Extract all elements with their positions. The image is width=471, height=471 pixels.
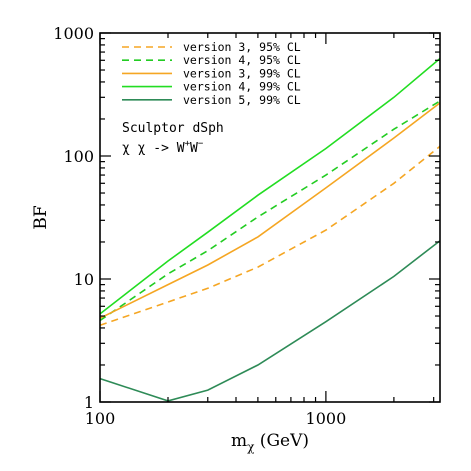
ticks bbox=[99, 32, 440, 403]
x-axis-label-main: m bbox=[231, 431, 247, 451]
series-line-2 bbox=[99, 100, 441, 322]
y-tick-label-2: 10 bbox=[74, 270, 94, 289]
y-tick-label-1: 1 bbox=[84, 393, 94, 412]
legend-entry-2: version 4, 95% CL bbox=[183, 53, 301, 67]
series-line-3 bbox=[99, 102, 441, 319]
annotation-channel-sup2: − bbox=[198, 139, 204, 149]
legend-entry-5: version 5, 99% CL bbox=[183, 93, 301, 107]
x-axis-label: mχ (GeV) bbox=[231, 431, 309, 454]
x-axis-label-unit: (GeV) bbox=[254, 431, 309, 451]
y-tick-label-3: 100 bbox=[63, 147, 94, 166]
annotation-channel-text: χ χ -> W bbox=[122, 141, 185, 156]
legend-entry-1: version 3, 95% CL bbox=[183, 40, 301, 54]
series-layer bbox=[99, 57, 441, 402]
x-axis-label-sub: χ bbox=[247, 440, 255, 454]
annotation-channel-sup1: + bbox=[185, 139, 191, 149]
annotation-channel: χ χ -> W+W− bbox=[122, 139, 204, 156]
annotation-channel-mid: W bbox=[190, 141, 198, 156]
series-line-5 bbox=[99, 240, 441, 402]
x-tick-label-1: 100 bbox=[85, 409, 116, 428]
series-line-1 bbox=[99, 145, 441, 327]
y-tick-label-4: 1000 bbox=[53, 24, 94, 43]
plot-frame bbox=[99, 32, 441, 403]
x-tick-label-2: 1000 bbox=[306, 409, 347, 428]
annotation-target: Sculptor dSph bbox=[122, 121, 224, 136]
legend-entry-4: version 4, 99% CL bbox=[183, 80, 301, 94]
tick-labels: 100 1000 1 10 100 1000 bbox=[53, 24, 346, 428]
y-axis-label: BF bbox=[31, 205, 51, 229]
legend-entry-3: version 3, 99% CL bbox=[183, 66, 301, 80]
series-line-4 bbox=[99, 57, 441, 315]
